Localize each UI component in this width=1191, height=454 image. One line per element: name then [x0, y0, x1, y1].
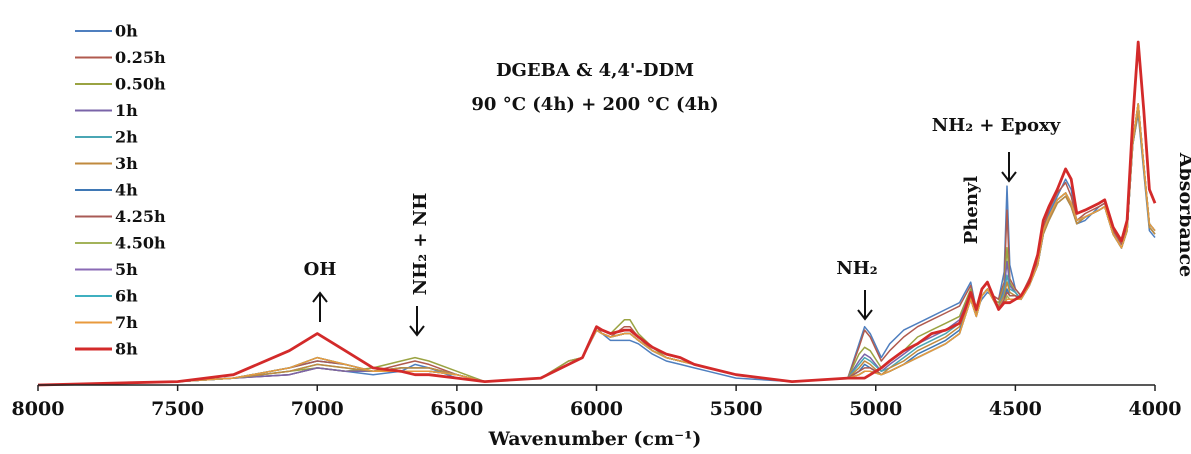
series-line-0_25h: [37, 102, 1156, 386]
legend-label: 4.25h: [115, 207, 166, 226]
x-tick-label: 8000: [12, 398, 65, 420]
arrowhead-down: [857, 309, 873, 321]
legend-label: 5h: [115, 260, 138, 279]
x-axis-title: Wavenumber (cm⁻¹): [488, 428, 702, 450]
legend-label: 0h: [115, 22, 138, 41]
series-line-0h: [37, 113, 1156, 386]
x-tick-label: 4500: [989, 398, 1042, 420]
series-line-0_50h: [37, 106, 1156, 386]
series-line-4h: [37, 102, 1156, 386]
legend-label: 4.50h: [115, 234, 166, 253]
x-tick-label: 5500: [710, 398, 763, 420]
annotation-phenyl: Phenyl: [961, 176, 982, 245]
series-line-7h: [37, 102, 1156, 386]
legend-label: 6h: [115, 287, 138, 306]
arrowhead-up: [312, 291, 328, 303]
annotation-nh2-epoxy: NH₂ + Epoxy: [932, 115, 1061, 183]
annotation-nh2: NH₂: [836, 258, 878, 321]
x-tick-label: 7500: [151, 398, 204, 420]
legend: 0h 0.25h 0.50h 1h 2h 3h 4h 4.25h 4.50h 5h 6h 7h 8h: [75, 22, 166, 359]
arrowhead-down: [1001, 171, 1017, 183]
series-line-2h: [37, 109, 1156, 386]
legend-label: 4h: [115, 181, 138, 200]
plot-series: [37, 40, 1157, 387]
series-line-5h: [37, 102, 1156, 386]
annotation-nh2-nh-label: NH₂ + NH: [410, 193, 431, 295]
x-tick-label: 4000: [1129, 398, 1182, 420]
x-tick-label: 7000: [291, 398, 344, 420]
arrowhead-down: [409, 325, 425, 337]
legend-label: 3h: [115, 154, 138, 173]
legend-label: 8h: [115, 340, 138, 359]
series-line-3h: [37, 109, 1156, 386]
series-line-1h: [37, 109, 1156, 386]
y-axis-title: Absorbance: [1175, 152, 1191, 277]
x-tick-label: 6500: [430, 398, 483, 420]
chart-subtitle: 90 °C (4h) + 200 °C (4h): [471, 94, 718, 115]
annotation-oh: OH: [304, 259, 337, 322]
annotation-oh-label: OH: [304, 259, 337, 280]
legend-label: 1h: [115, 101, 138, 120]
annotation-nh2-epoxy-label: NH₂ + Epoxy: [932, 115, 1061, 136]
annotation-nh2-nh: NH₂ + NH: [409, 193, 431, 337]
legend-label: 2h: [115, 128, 138, 147]
x-ticks: 8000 7500 7000 6500 6000 5500 5000 4500 4000: [12, 385, 1182, 420]
series-line-6h: [37, 102, 1156, 386]
annotation-phenyl-label: Phenyl: [961, 176, 982, 245]
legend-label: 0.25h: [115, 48, 166, 67]
series-line-8h: [37, 40, 1157, 387]
x-tick-label: 6000: [570, 398, 623, 420]
annotation-nh2-label: NH₂: [836, 258, 877, 279]
legend-label: 0.50h: [115, 75, 166, 94]
series-line-4_25h: [37, 102, 1156, 386]
chart-title: DGEBA & 4,4'-DDM: [496, 60, 694, 81]
x-tick-label: 5000: [849, 398, 902, 420]
legend-label: 7h: [115, 313, 138, 332]
series-line-4_50h: [37, 102, 1156, 386]
